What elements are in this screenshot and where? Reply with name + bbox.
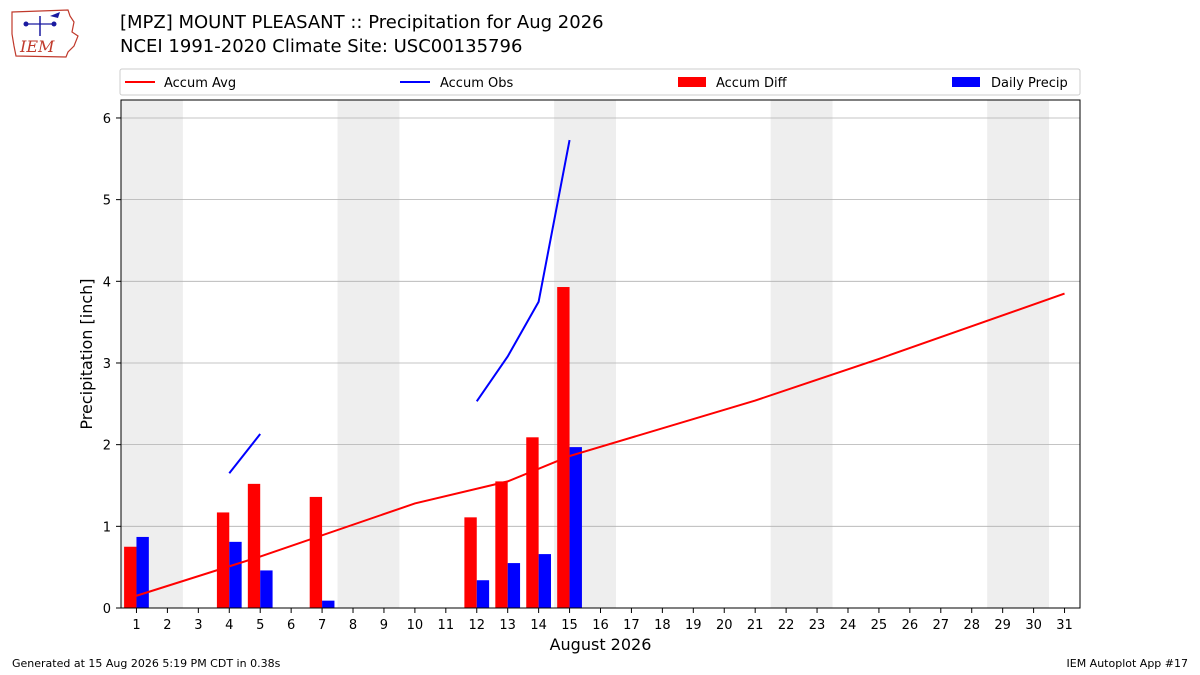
accum-diff-bar (495, 481, 508, 608)
wind-vane-icon (50, 12, 60, 18)
daily-precip-bar (507, 563, 521, 608)
daily-precip-bar (476, 580, 490, 608)
legend-swatch-patch (678, 77, 706, 87)
x-tick-label: 8 (349, 618, 357, 633)
accum-avg-line (136, 292, 1065, 597)
footer-generated: Generated at 15 Aug 2026 5:19 PM CDT in … (12, 657, 281, 670)
x-tick-label: 21 (747, 618, 764, 633)
x-tick-label: 27 (933, 618, 950, 633)
weekend-band (770, 100, 833, 608)
y-tick-label: 3 (103, 357, 111, 372)
x-tick-label: 1 (132, 618, 140, 633)
legend-label: Accum Obs (440, 76, 513, 91)
accum-diff-bar (557, 287, 570, 608)
y-tick-label: 4 (103, 275, 111, 290)
x-tick-label: 17 (623, 618, 640, 633)
legend: Accum Avg Accum Obs Accum Diff Daily Precip (119, 68, 1081, 96)
x-tick-label: 15 (561, 618, 578, 633)
iem-logo: IEM (11, 9, 79, 58)
chart-subtitle: NCEI 1991-2020 Climate Site: USC00135796 (120, 36, 523, 57)
legend-swatch-patch (952, 77, 980, 87)
gridlines (121, 117, 1080, 527)
y-tick-label: 1 (103, 520, 111, 535)
accum-diff-bar (216, 512, 230, 608)
accum-diff-bar (124, 546, 137, 608)
x-tick-label: 23 (809, 618, 826, 633)
logo-text: IEM (19, 37, 55, 56)
legend-label: Accum Diff (716, 76, 788, 91)
legend-label: Daily Precip (991, 76, 1068, 91)
accum-obs-line (228, 433, 261, 474)
x-tick-label: 9 (380, 618, 388, 633)
x-tick-label: 13 (499, 618, 516, 633)
accum-diff-bar (526, 437, 539, 608)
accum-diff-bar (247, 483, 261, 608)
x-tick-label: 3 (194, 618, 202, 633)
daily-precip-bar (136, 536, 149, 608)
x-tick-label: 12 (468, 618, 485, 633)
x-axis: 1 2 3 4 5 6 7 8 9 10 11 12 13 14 15 16 17 18 19 20 21 22 23 24 2… (132, 608, 1073, 633)
x-tick-label: 24 (840, 618, 857, 633)
daily-precip-bar (260, 570, 273, 608)
chart-title: [MPZ] MOUNT PLEASANT :: Precipitation fo… (120, 12, 604, 33)
lines (136, 139, 1065, 597)
x-tick-label: 30 (1025, 618, 1042, 633)
weekend-shading (121, 100, 1050, 608)
weekend-band (121, 100, 183, 608)
x-tick-label: 16 (592, 618, 609, 633)
x-tick-label: 6 (287, 618, 295, 633)
y-tick-label: 0 (103, 602, 111, 617)
x-tick-label: 5 (256, 618, 264, 633)
x-tick-label: 26 (902, 618, 919, 633)
anemometer-cup-icon (51, 21, 57, 27)
x-tick-label: 2 (163, 618, 171, 633)
x-tick-label: 31 (1056, 618, 1073, 633)
y-axis: 0 1 2 3 4 5 6 (103, 112, 121, 617)
legend-box (119, 68, 1081, 96)
accum-diff-bar (464, 517, 477, 608)
legend-label: Accum Avg (164, 76, 236, 91)
anemometer-cup-icon (23, 21, 29, 27)
x-tick-label: 29 (994, 618, 1011, 633)
daily-precip-bar (229, 541, 242, 608)
footer-app: IEM Autoplot App #17 (1066, 657, 1189, 670)
accum-diff-bar (309, 496, 323, 608)
bars (124, 287, 582, 608)
x-tick-label: 11 (438, 618, 455, 633)
x-tick-label: 19 (685, 618, 702, 633)
x-tick-label: 4 (225, 618, 233, 633)
accum-obs-line (475, 139, 571, 402)
y-tick-label: 6 (103, 112, 111, 127)
y-tick-label: 5 (103, 194, 111, 209)
y-axis-label: Precipitation [inch] (77, 278, 96, 429)
y-tick-label: 2 (103, 439, 111, 454)
x-tick-label: 10 (407, 618, 424, 633)
iowa-outline-icon (11, 9, 79, 58)
x-tick-label: 25 (871, 618, 888, 633)
daily-precip-bar (569, 447, 582, 608)
daily-precip-bar (322, 600, 335, 608)
x-tick-label: 22 (778, 618, 795, 633)
x-tick-label: 18 (654, 618, 671, 633)
x-axis-label: August 2026 (550, 635, 652, 654)
x-tick-label: 7 (318, 618, 326, 633)
weekend-band (987, 100, 1050, 608)
weekend-band (337, 100, 400, 608)
x-tick-label: 28 (963, 618, 980, 633)
x-tick-label: 14 (530, 618, 547, 633)
daily-precip-bar (538, 554, 552, 608)
x-tick-label: 20 (716, 618, 733, 633)
